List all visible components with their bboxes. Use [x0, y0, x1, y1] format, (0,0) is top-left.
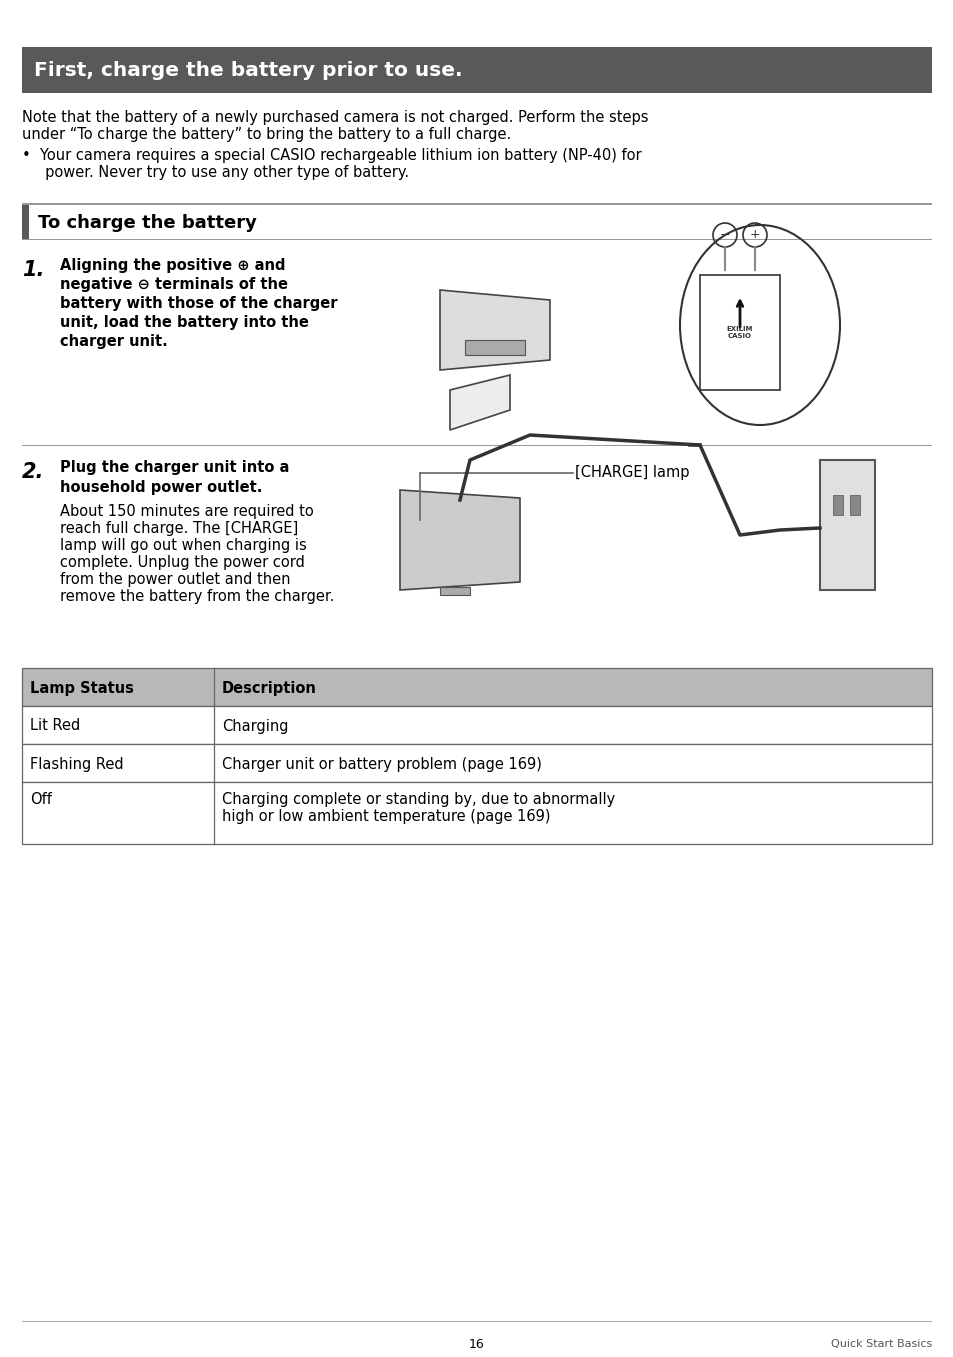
Text: About 150 minutes are required to: About 150 minutes are required to	[60, 503, 314, 518]
Text: power. Never try to use any other type of battery.: power. Never try to use any other type o…	[22, 166, 409, 180]
Text: reach full charge. The [CHARGE]: reach full charge. The [CHARGE]	[60, 521, 298, 536]
Bar	[22, 204, 29, 240]
Bar	[464, 341, 524, 356]
Bar	[22, 668, 931, 706]
Text: −: −	[719, 228, 729, 242]
Text: •  Your camera requires a special CASIO rechargeable lithium ion battery (NP-40): • Your camera requires a special CASIO r…	[22, 148, 641, 163]
Text: To charge the battery: To charge the battery	[38, 214, 256, 232]
Bar	[439, 588, 470, 594]
Text: under “To charge the battery” to bring the battery to a full charge.: under “To charge the battery” to bring t…	[22, 128, 511, 142]
Polygon shape	[450, 375, 510, 430]
Text: household power outlet.: household power outlet.	[60, 480, 262, 495]
Text: from the power outlet and then: from the power outlet and then	[60, 573, 291, 588]
Text: Lamp Status: Lamp Status	[30, 680, 133, 696]
Text: Quick Start Basics: Quick Start Basics	[830, 1339, 931, 1349]
Text: 2.: 2.	[22, 461, 45, 482]
Bar	[700, 275, 780, 389]
Text: charger unit.: charger unit.	[60, 334, 168, 349]
Text: Description: Description	[222, 680, 316, 696]
Bar	[22, 204, 931, 205]
Text: Aligning the positive ⊕ and: Aligning the positive ⊕ and	[60, 258, 285, 273]
Text: Off: Off	[30, 792, 51, 807]
Text: negative ⊖ terminals of the: negative ⊖ terminals of the	[60, 277, 288, 292]
Bar	[820, 460, 874, 590]
Bar	[22, 47, 931, 94]
Text: +: +	[749, 228, 760, 242]
Text: Plug the charger unit into a: Plug the charger unit into a	[60, 460, 289, 475]
Polygon shape	[399, 490, 519, 590]
Bar	[22, 706, 931, 744]
Text: 16: 16	[469, 1338, 484, 1350]
Text: Flashing Red: Flashing Red	[30, 756, 124, 772]
Text: Charging: Charging	[222, 718, 288, 734]
Text: Lit Red: Lit Red	[30, 718, 80, 734]
Text: Charger unit or battery problem (page 169): Charger unit or battery problem (page 16…	[222, 756, 541, 772]
Text: First, charge the battery prior to use.: First, charge the battery prior to use.	[34, 61, 462, 80]
Bar	[849, 495, 859, 516]
Text: [CHARGE] lamp: [CHARGE] lamp	[575, 465, 689, 480]
Text: battery with those of the charger: battery with those of the charger	[60, 296, 337, 311]
Text: complete. Unplug the power cord: complete. Unplug the power cord	[60, 555, 305, 570]
Text: Note that the battery of a newly purchased camera is not charged. Perform the st: Note that the battery of a newly purchas…	[22, 110, 648, 125]
Text: 1.: 1.	[22, 261, 45, 280]
Bar	[22, 782, 931, 844]
Text: lamp will go out when charging is: lamp will go out when charging is	[60, 537, 307, 554]
Bar	[22, 239, 931, 240]
Text: EXILIM
CASIO: EXILIM CASIO	[726, 326, 753, 339]
Text: Charging complete or standing by, due to abnormally: Charging complete or standing by, due to…	[222, 792, 615, 807]
Text: unit, load the battery into the: unit, load the battery into the	[60, 315, 309, 330]
Polygon shape	[439, 290, 550, 370]
Text: high or low ambient temperature (page 169): high or low ambient temperature (page 16…	[222, 809, 550, 824]
Text: remove the battery from the charger.: remove the battery from the charger.	[60, 589, 334, 604]
Bar	[22, 744, 931, 782]
Bar	[832, 495, 842, 516]
